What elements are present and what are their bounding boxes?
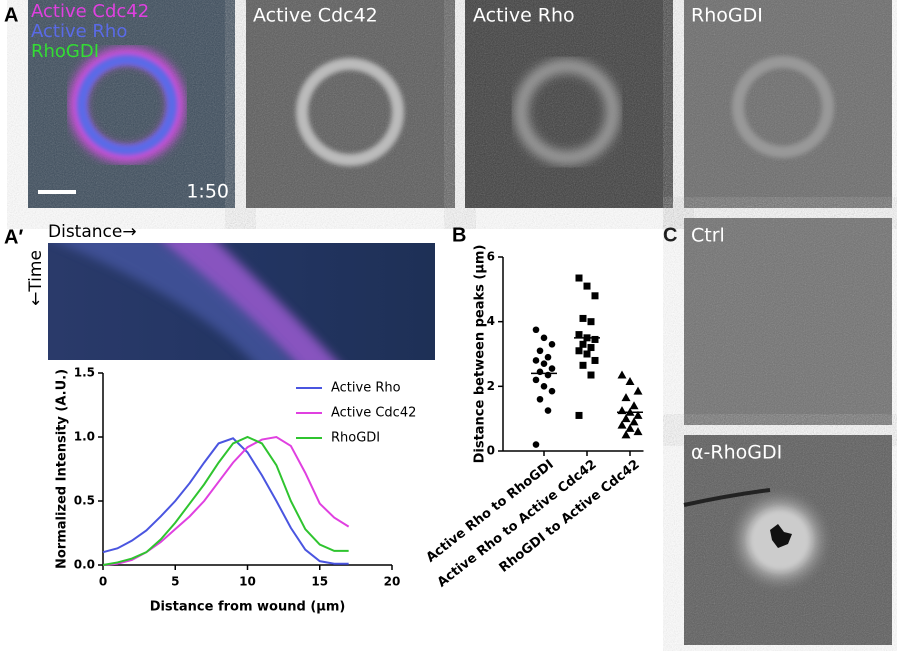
point xyxy=(532,441,540,448)
point xyxy=(532,326,540,334)
y-tick-label: 2 xyxy=(487,379,495,393)
x-tick-label: 10 xyxy=(239,575,256,589)
merge-label: Active Rho xyxy=(31,21,127,42)
point xyxy=(587,318,595,326)
x-tick-label: 5 xyxy=(171,575,179,589)
point xyxy=(625,423,635,432)
point xyxy=(583,282,591,290)
image-title: RhoGDI xyxy=(691,5,763,27)
point xyxy=(540,334,548,342)
line xyxy=(102,435,350,566)
legend-label: Active Rho xyxy=(331,381,401,396)
point xyxy=(548,387,556,395)
y-tick-label: 1.5 xyxy=(74,366,95,380)
point xyxy=(544,353,552,361)
y-axis-label: Normalized Intensity (A.U.) xyxy=(55,369,70,569)
point xyxy=(583,350,591,358)
point xyxy=(536,347,544,355)
point xyxy=(629,401,639,410)
point xyxy=(548,341,556,348)
point xyxy=(629,417,639,426)
legend-label: RhoGDI xyxy=(331,431,380,446)
image-title: Ctrl xyxy=(691,225,725,247)
point xyxy=(540,383,548,390)
point xyxy=(633,410,643,419)
point xyxy=(548,365,556,372)
image-title: Active Rho xyxy=(473,5,575,27)
point xyxy=(579,314,587,322)
x-tick-label: 0 xyxy=(99,575,107,589)
y-tick-label: 0.0 xyxy=(74,558,95,572)
point xyxy=(633,427,643,436)
line xyxy=(102,437,349,565)
image-title: Active Cdc42 xyxy=(253,5,378,27)
point xyxy=(540,360,548,368)
point xyxy=(617,420,627,429)
point xyxy=(621,430,631,439)
point xyxy=(575,347,583,355)
point xyxy=(617,370,627,379)
image-title: α-RhoGDI xyxy=(691,442,782,464)
merge-label: Active Cdc42 xyxy=(31,1,149,22)
y-tick-label: 6 xyxy=(487,250,495,264)
y-tick-label: 0 xyxy=(487,444,495,458)
point xyxy=(587,344,595,352)
cdc42-image xyxy=(246,0,455,208)
x-tick-label: 15 xyxy=(311,575,328,589)
line xyxy=(102,435,349,566)
point xyxy=(591,356,599,364)
kymograph-x-label: Distance→ xyxy=(48,222,137,242)
x-axis-label: Distance from wound (µm) xyxy=(150,600,346,615)
point xyxy=(591,335,599,343)
rho-image xyxy=(465,0,673,208)
merge-image xyxy=(28,0,235,208)
rhogdi-image xyxy=(684,0,892,208)
point xyxy=(579,340,587,348)
panel-label: A xyxy=(4,4,18,26)
y-tick-label: 4 xyxy=(487,314,495,328)
anti-rhogdi-image xyxy=(683,435,892,645)
panel-label: B xyxy=(452,224,466,246)
kymograph xyxy=(48,243,435,360)
point xyxy=(532,357,540,364)
point xyxy=(575,411,583,419)
point xyxy=(621,393,631,402)
x-tick-label: Active Rho to Active Cdc42 xyxy=(435,457,600,590)
merge-label: RhoGDI xyxy=(31,41,99,62)
point xyxy=(591,292,599,300)
point xyxy=(544,407,552,414)
point xyxy=(536,395,544,403)
y-tick-label: 0.5 xyxy=(74,494,95,508)
point xyxy=(575,331,583,339)
y-axis-label: Distance between peaks (µm) xyxy=(473,245,488,464)
point xyxy=(587,371,595,379)
y-tick-label: 1.0 xyxy=(74,430,95,444)
point xyxy=(579,361,587,369)
timestamp: 1:50 xyxy=(186,181,229,203)
point xyxy=(532,376,540,384)
panel-label: A′ xyxy=(4,226,23,248)
point xyxy=(621,414,631,423)
point xyxy=(575,274,583,282)
ctrl-image xyxy=(684,218,892,425)
legend-label: Active Cdc42 xyxy=(331,406,416,421)
kymograph-y-label: ←Time xyxy=(26,250,46,306)
point xyxy=(625,376,635,385)
point xyxy=(633,386,643,395)
x-tick-label: 20 xyxy=(384,575,401,589)
panel-label: C xyxy=(663,224,677,246)
